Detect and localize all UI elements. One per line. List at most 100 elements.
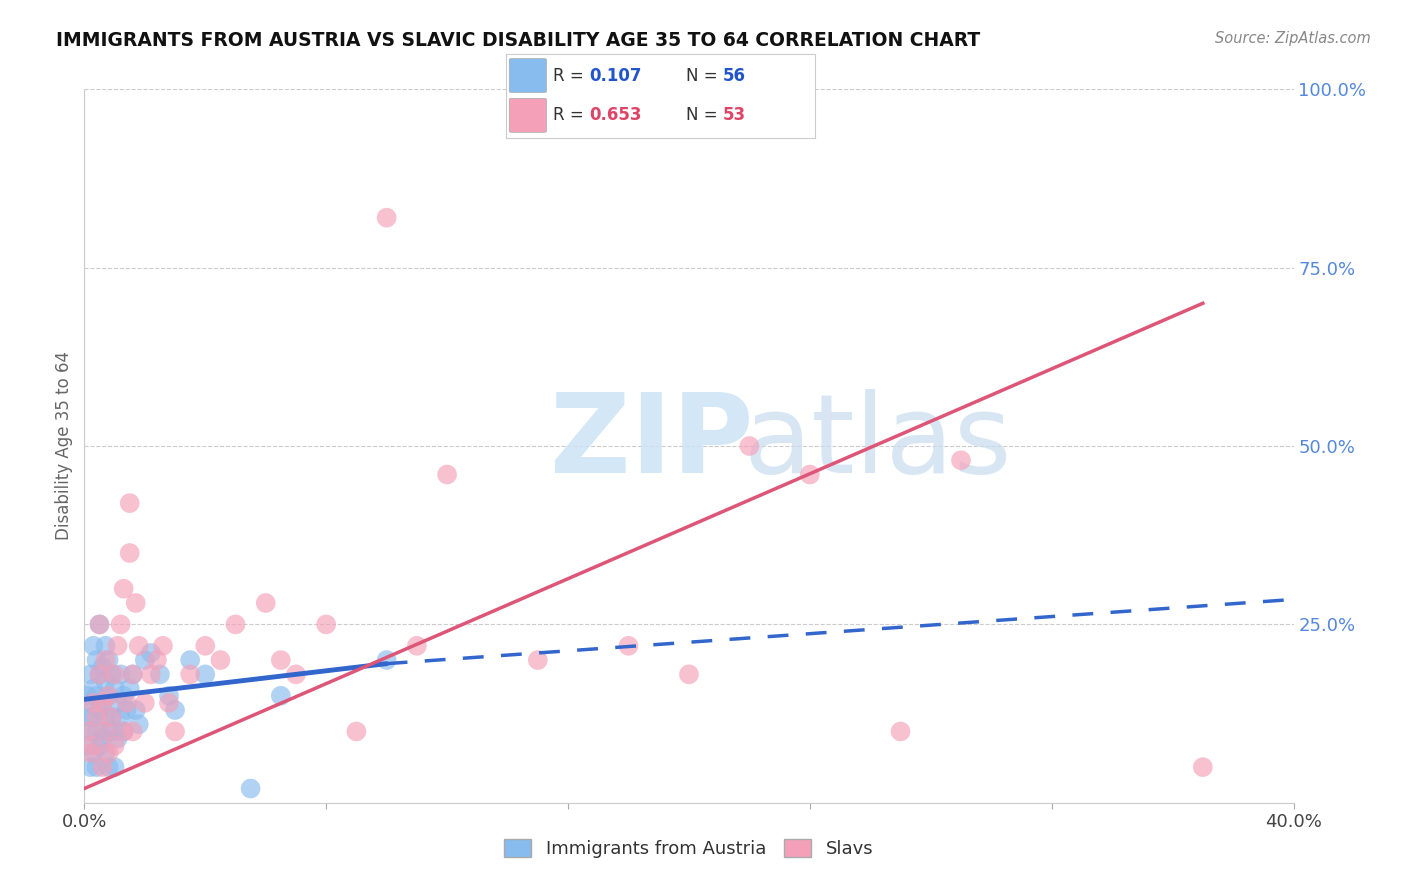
- Point: [165, 724, 187, 739]
- Text: N =: N =: [686, 106, 723, 124]
- Point: [97, 653, 120, 667]
- Point: [118, 496, 141, 510]
- Point: [738, 439, 761, 453]
- Point: [239, 781, 262, 796]
- Point: [375, 653, 398, 667]
- Point: [104, 739, 127, 753]
- Point: [436, 467, 458, 482]
- Point: [86, 689, 108, 703]
- Point: [89, 739, 111, 753]
- Point: [375, 211, 398, 225]
- Point: [134, 696, 156, 710]
- Point: [86, 710, 108, 724]
- Text: IMMIGRANTS FROM AUSTRIA VS SLAVIC DISABILITY AGE 35 TO 64 CORRELATION CHART: IMMIGRANTS FROM AUSTRIA VS SLAVIC DISABI…: [56, 31, 980, 50]
- Point: [100, 667, 122, 681]
- Point: [89, 617, 111, 632]
- Point: [82, 639, 104, 653]
- Point: [134, 653, 156, 667]
- Point: [82, 696, 104, 710]
- Point: [678, 667, 700, 681]
- Point: [97, 724, 120, 739]
- Text: R =: R =: [553, 67, 589, 85]
- Point: [100, 710, 122, 724]
- Point: [91, 696, 114, 710]
- Point: [107, 639, 129, 653]
- Point: [139, 646, 162, 660]
- Point: [79, 746, 101, 760]
- Point: [76, 724, 98, 739]
- Point: [91, 660, 114, 674]
- Point: [1192, 760, 1215, 774]
- Point: [225, 617, 247, 632]
- Point: [110, 667, 132, 681]
- Point: [104, 667, 127, 681]
- Point: [112, 689, 135, 703]
- Point: [76, 689, 98, 703]
- Point: [110, 617, 132, 632]
- Point: [89, 667, 111, 681]
- Point: [157, 696, 180, 710]
- Text: 0.653: 0.653: [589, 106, 643, 124]
- Text: ZIP: ZIP: [550, 389, 754, 496]
- Text: N =: N =: [686, 67, 723, 85]
- Text: atlas: atlas: [744, 389, 1012, 496]
- Point: [82, 739, 104, 753]
- Point: [89, 703, 111, 717]
- Point: [406, 639, 429, 653]
- Text: 56: 56: [723, 67, 745, 85]
- Point: [194, 667, 217, 681]
- FancyBboxPatch shape: [509, 59, 547, 93]
- Point: [146, 653, 169, 667]
- Point: [107, 731, 129, 746]
- Point: [97, 746, 120, 760]
- Point: [97, 689, 120, 703]
- Point: [194, 639, 217, 653]
- Point: [112, 724, 135, 739]
- Point: [179, 667, 201, 681]
- Point: [950, 453, 973, 467]
- Text: Source: ZipAtlas.com: Source: ZipAtlas.com: [1215, 31, 1371, 46]
- Point: [112, 582, 135, 596]
- Point: [125, 703, 148, 717]
- Point: [94, 710, 117, 724]
- Point: [118, 546, 141, 560]
- Point: [152, 639, 174, 653]
- Point: [86, 653, 108, 667]
- Point: [79, 696, 101, 710]
- Point: [91, 731, 114, 746]
- Point: [115, 696, 138, 710]
- Point: [149, 667, 172, 681]
- Y-axis label: Disability Age 35 to 64: Disability Age 35 to 64: [55, 351, 73, 541]
- Point: [128, 639, 150, 653]
- Point: [107, 696, 129, 710]
- FancyBboxPatch shape: [509, 98, 547, 132]
- Point: [82, 681, 104, 696]
- Point: [315, 617, 337, 632]
- Point: [79, 760, 101, 774]
- Point: [112, 724, 135, 739]
- Point: [79, 724, 101, 739]
- Point: [97, 689, 120, 703]
- Point: [121, 724, 143, 739]
- Point: [89, 617, 111, 632]
- Point: [100, 710, 122, 724]
- Point: [104, 724, 127, 739]
- Point: [285, 667, 308, 681]
- Text: 0.107: 0.107: [589, 67, 643, 85]
- Point: [91, 696, 114, 710]
- Point: [165, 703, 187, 717]
- Point: [94, 653, 117, 667]
- Point: [86, 760, 108, 774]
- Point: [76, 739, 98, 753]
- Point: [209, 653, 232, 667]
- Point: [346, 724, 368, 739]
- Text: 53: 53: [723, 106, 745, 124]
- Point: [121, 667, 143, 681]
- Point: [121, 667, 143, 681]
- Point: [86, 724, 108, 739]
- Point: [104, 760, 127, 774]
- Text: R =: R =: [553, 106, 589, 124]
- Legend: Immigrants from Austria, Slavs: Immigrants from Austria, Slavs: [498, 831, 880, 865]
- Point: [125, 596, 148, 610]
- Point: [94, 746, 117, 760]
